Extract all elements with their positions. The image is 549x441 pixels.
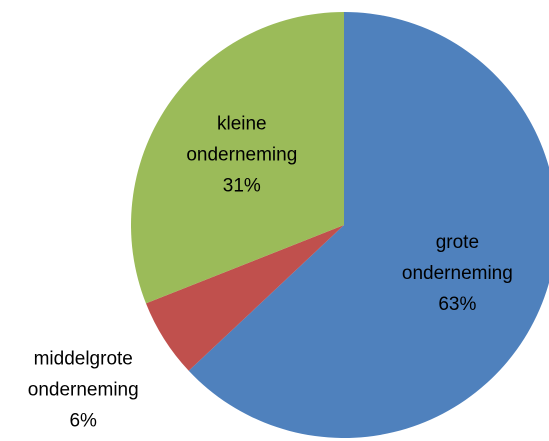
value-label: 31% (223, 176, 261, 197)
pie-slice (131, 12, 344, 304)
category-line: middelgrote (34, 349, 133, 370)
category-line: onderneming (402, 263, 513, 284)
slice-label: middelgrote onderneming 6% (28, 349, 139, 432)
slice-label: grote onderneming 63% (402, 232, 513, 315)
category-label: grote onderneming (402, 232, 513, 284)
category-line: onderneming (186, 145, 297, 166)
category-line: onderneming (28, 380, 139, 401)
value-label: 63% (438, 294, 476, 315)
slice-label: kleine onderneming 31% (186, 114, 297, 197)
category-line: grote (436, 232, 479, 253)
pie-slice (145, 225, 344, 371)
category-line: kleine (217, 114, 267, 135)
pie-slice (188, 12, 549, 438)
category-label: kleine onderneming (186, 114, 297, 166)
category-label: middelgrote onderneming (28, 349, 139, 401)
value-label: 6% (69, 411, 97, 432)
